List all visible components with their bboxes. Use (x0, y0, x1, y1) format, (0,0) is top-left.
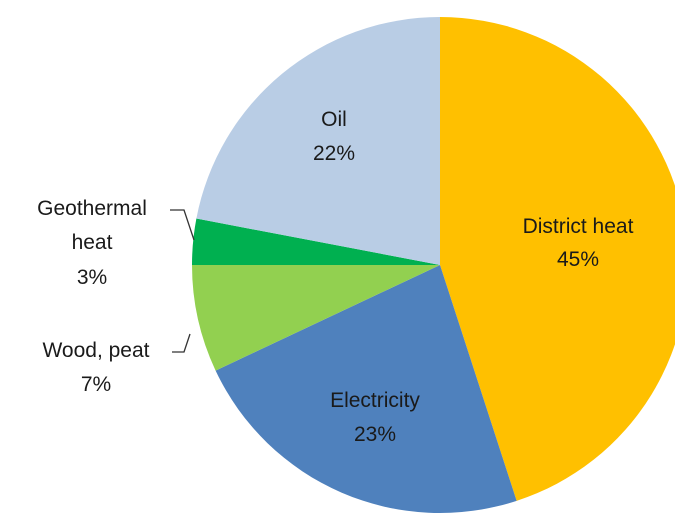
percent-district-heat: 45% (557, 248, 599, 271)
percent-wood-peat: 7% (81, 373, 111, 396)
pie-slice-wood-peat (192, 265, 440, 371)
label-electricity: Electricity (330, 389, 420, 412)
pie-slice-district-heat (440, 17, 675, 501)
leader-line-geothermal (170, 209, 195, 241)
label-geothermal-line2: heat (72, 231, 113, 254)
pie-slice-geothermal (192, 218, 440, 265)
leader-line-wood-peat (172, 333, 191, 353)
percent-geothermal: 3% (77, 266, 107, 289)
pie-slice-oil (196, 17, 440, 265)
pie-slice-electricity (215, 265, 517, 513)
label-district-heat: District heat (523, 215, 634, 238)
label-oil: Oil (321, 108, 347, 131)
percent-electricity: 23% (354, 423, 396, 446)
label-wood-peat: Wood, peat (42, 339, 149, 362)
percent-oil: 22% (313, 142, 355, 165)
pie-slices (192, 17, 675, 513)
label-geothermal-line1: Geothermal (37, 197, 147, 220)
